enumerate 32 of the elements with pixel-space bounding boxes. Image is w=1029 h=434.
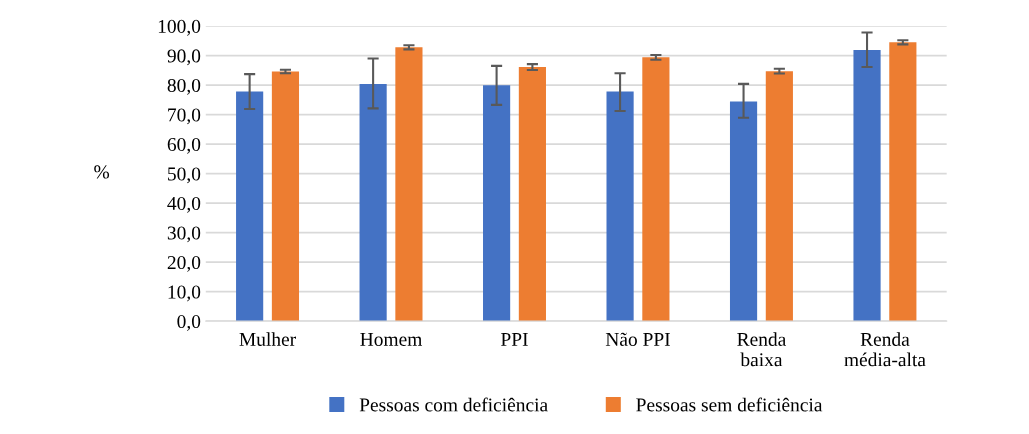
y-tick-label: 90,0 — [167, 49, 201, 66]
x-tick-label: Homem — [360, 333, 423, 346]
bar — [359, 83, 387, 322]
bar — [889, 42, 917, 322]
bar — [395, 47, 423, 322]
x-tick-label: PPI — [501, 333, 528, 346]
y-tick-label: 50,0 — [168, 167, 201, 184]
y-axis-title: % — [94, 165, 110, 179]
y-tick-label: 0,0 — [177, 314, 201, 331]
y-tick-label: 20,0 — [167, 255, 201, 272]
y-tick-label: 100,0 — [158, 19, 201, 36]
x-tick-label: Renda média-alta — [844, 332, 926, 367]
bar — [271, 71, 300, 322]
y-tick-label: 70,0 — [168, 108, 201, 125]
bar — [765, 71, 793, 322]
legend-label: Pessoas com deficiência — [359, 397, 548, 412]
bar — [642, 57, 670, 322]
y-tick-label: 30,0 — [167, 226, 201, 243]
bar — [606, 91, 634, 322]
bar — [853, 49, 881, 322]
x-tick-label: Renda baixa — [737, 332, 787, 367]
bar — [518, 67, 546, 322]
bar — [236, 91, 264, 322]
y-tick-label: 10,0 — [168, 285, 201, 302]
x-tick-label: Não PPI — [605, 332, 670, 346]
x-tick-label: Mulher — [239, 332, 296, 346]
bar — [483, 85, 511, 322]
bar — [729, 101, 758, 322]
y-tick-label: 40,0 — [167, 196, 201, 213]
y-tick-label: 80,0 — [167, 78, 201, 95]
y-tick-label: 60,0 — [167, 137, 201, 154]
legend-label: Pessoas sem deficiência — [636, 397, 823, 412]
